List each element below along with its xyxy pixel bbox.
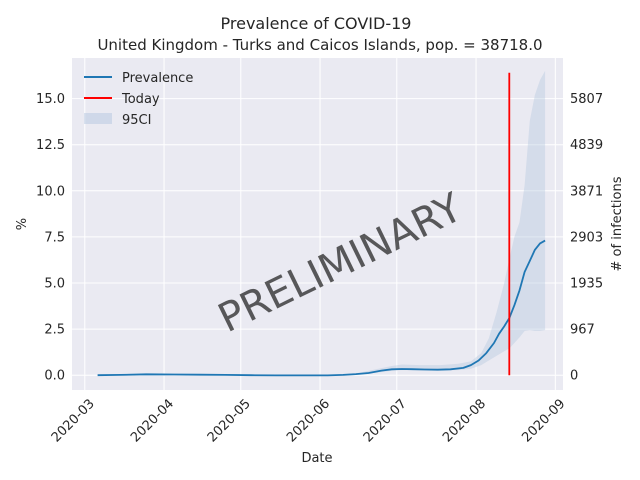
legend-ci-label: 95CI — [122, 113, 151, 128]
legend-today-label: Today — [121, 92, 160, 107]
ci-band-layer — [97, 70, 546, 376]
y-tick-label-left: 12.5 — [36, 138, 65, 153]
y-axis-label-left: % — [15, 218, 30, 230]
y-tick-label-left: 15.0 — [36, 92, 65, 107]
ci-band — [97, 70, 546, 376]
series-line-layer — [97, 72, 546, 377]
y-tick-label-left: 5.0 — [44, 277, 65, 292]
y-tick-label-left: 10.0 — [36, 184, 65, 199]
y-tick-label-right: 967 — [570, 323, 595, 338]
x-axis-label: Date — [301, 451, 332, 466]
chart-subtitle: United Kingdom - Turks and Caicos Island… — [97, 36, 542, 54]
y-tick-label-right: 4839 — [570, 138, 603, 153]
y-tick-label-right: 3871 — [570, 184, 603, 199]
y-tick-label-right: 0 — [570, 369, 578, 384]
chart-title: Prevalence of COVID-19 — [221, 14, 412, 33]
y-axis-left: 0.0 2.5 5.0 7.5 10.0 12.5 15.0 — [36, 92, 65, 384]
y-axis-label-right: # of infections — [610, 176, 625, 271]
y-axis-right: 0 967 1935 2903 3871 4839 5807 — [570, 92, 603, 384]
y-tick-label-left: 2.5 — [44, 323, 65, 338]
y-tick-label-left: 7.5 — [44, 230, 65, 245]
prevalence-line — [97, 239, 546, 377]
legend: Prevalence Today 95CI — [84, 71, 193, 128]
grid-lines — [72, 58, 563, 390]
y-tick-label-right: 1935 — [570, 277, 603, 292]
legend-ci-swatch — [84, 113, 112, 124]
y-tick-label-right: 2903 — [570, 230, 603, 245]
plot-area — [72, 58, 563, 390]
y-tick-label-right: 5807 — [570, 92, 603, 107]
y-tick-label-left: 0.0 — [44, 369, 65, 384]
legend-prevalence-label: Prevalence — [122, 71, 193, 86]
